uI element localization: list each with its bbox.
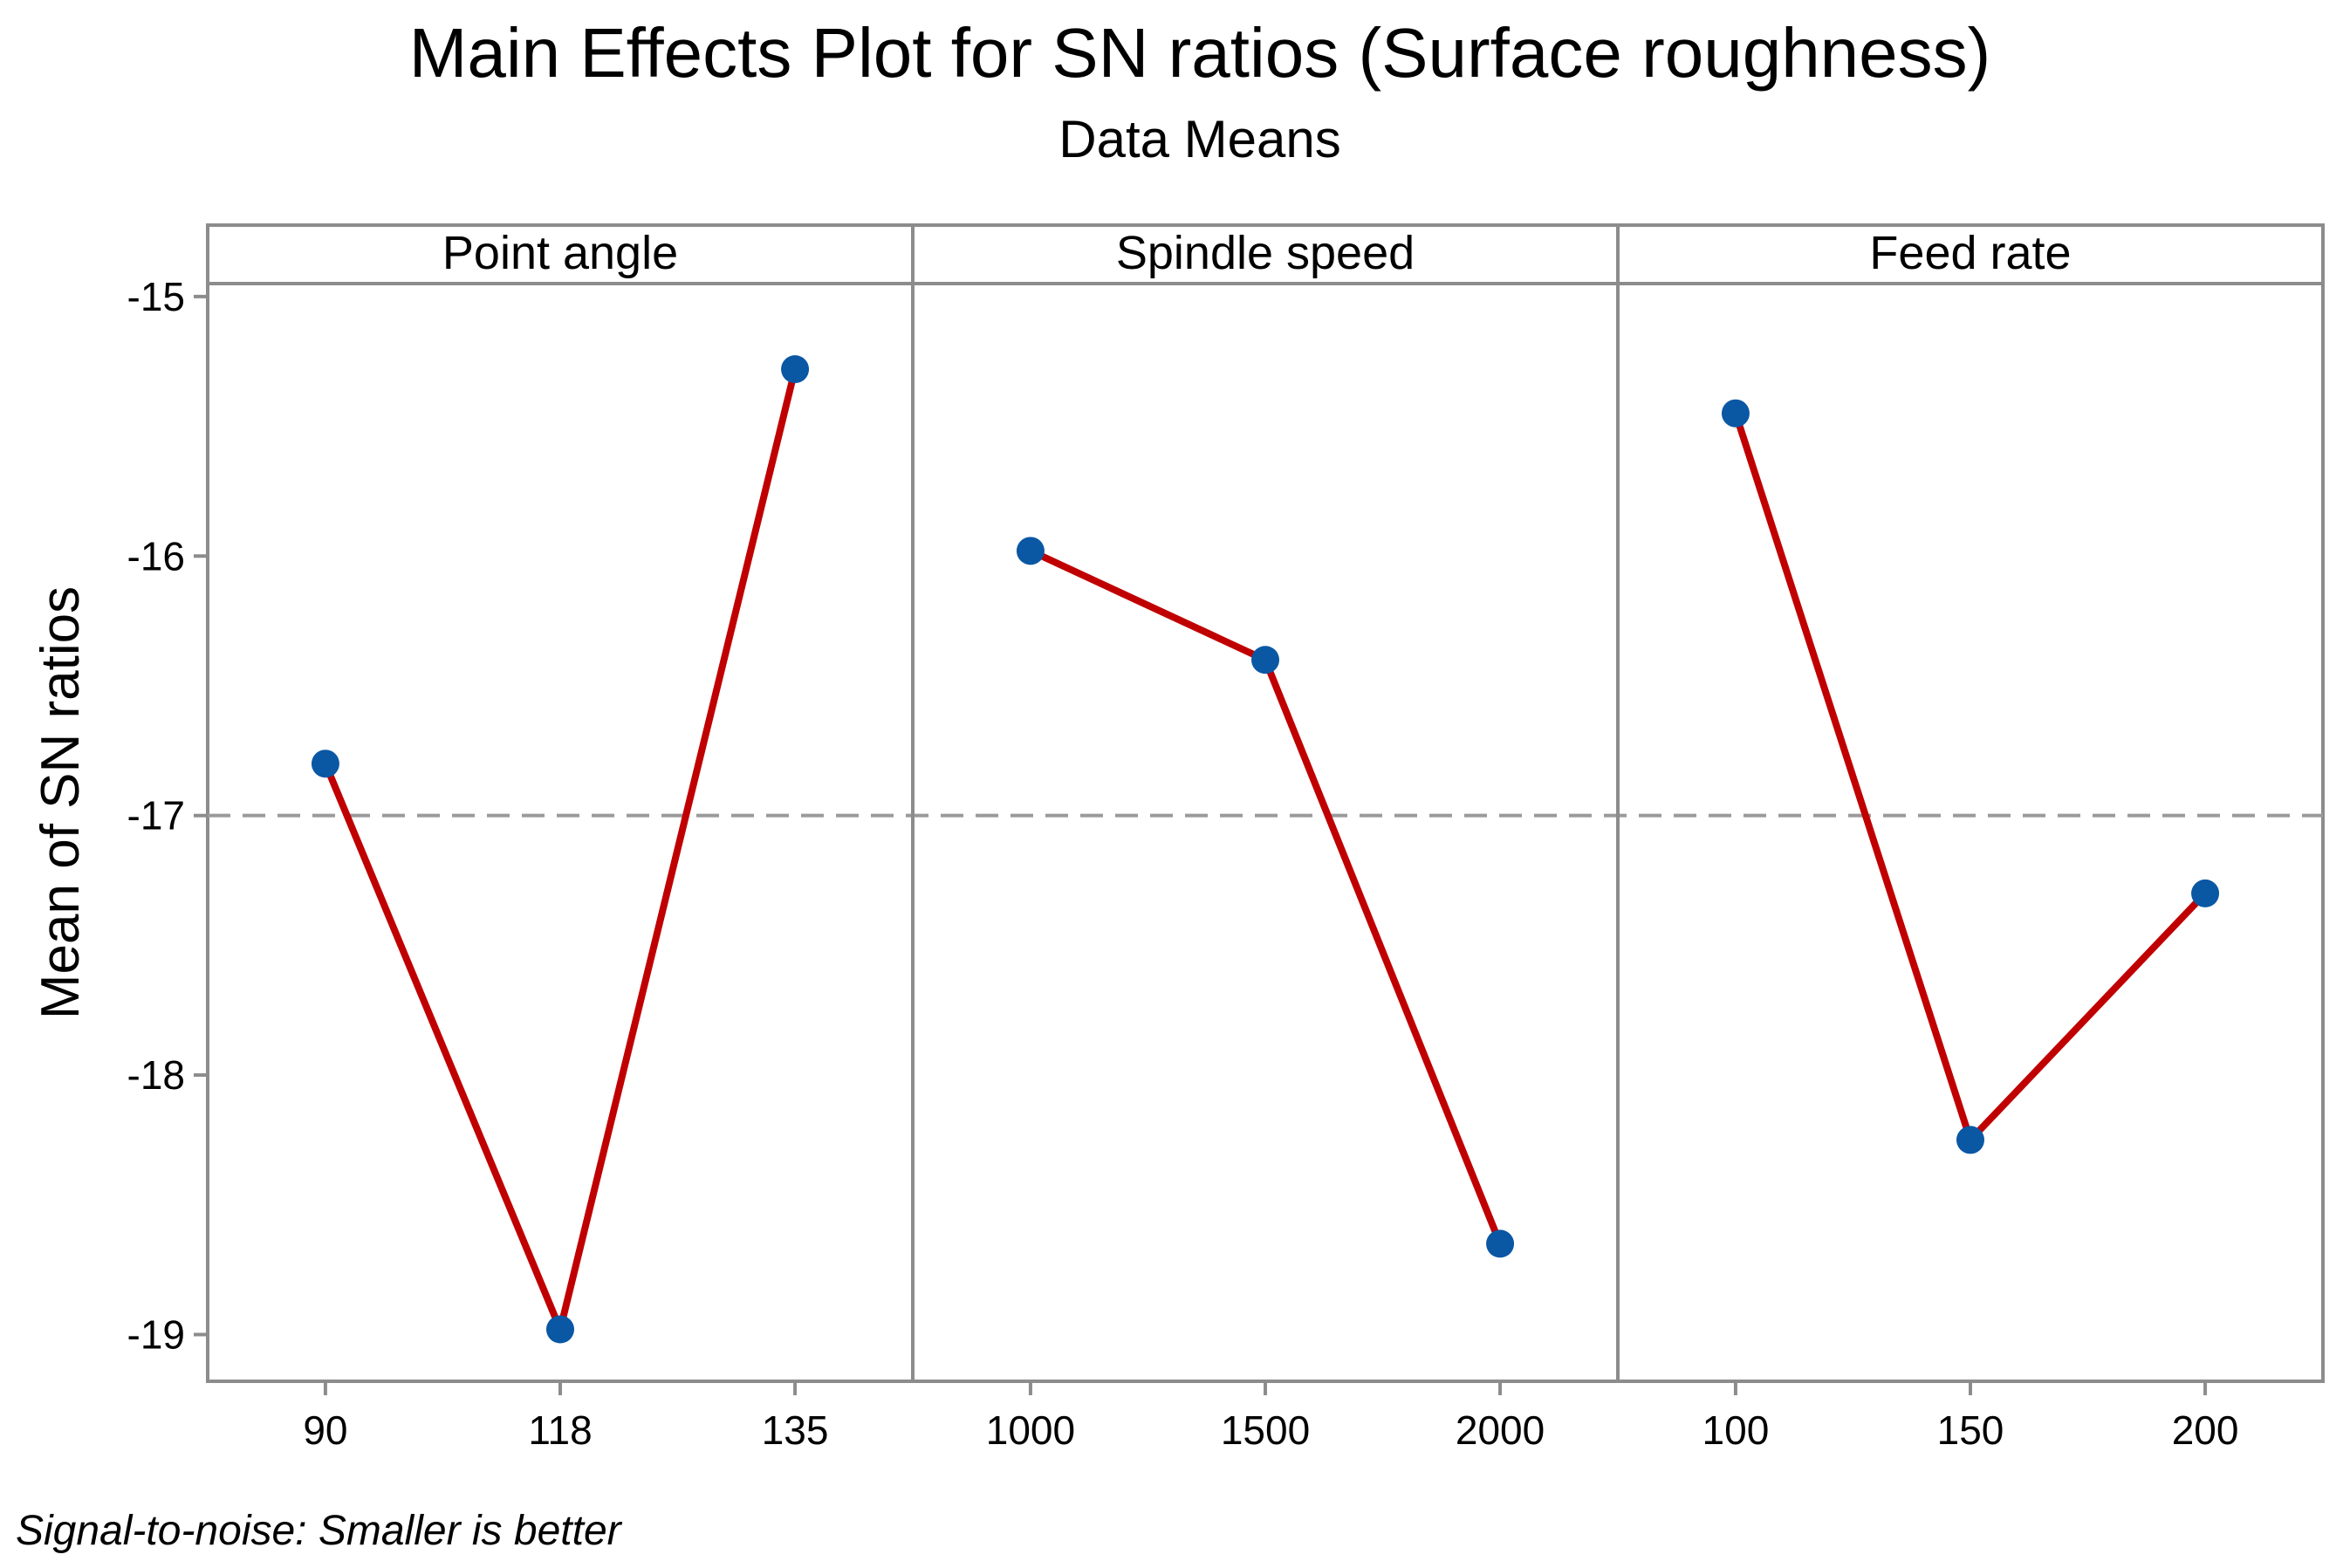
data-point <box>1486 1229 1515 1258</box>
x-tick-label: 90 <box>303 1407 347 1453</box>
data-point <box>546 1315 574 1344</box>
data-point <box>311 750 339 778</box>
chart-title: Main Effects Plot for SN ratios (Surface… <box>409 14 1991 92</box>
plot-frame <box>206 223 2325 1383</box>
x-tick-label: 1500 <box>1221 1407 1310 1453</box>
x-tick-label: 200 <box>2172 1407 2239 1453</box>
y-tick-label: -17 <box>127 793 185 839</box>
data-point <box>781 355 810 384</box>
y-axis-label: Mean of SN ratios <box>31 586 91 1019</box>
y-tick-label: -19 <box>127 1311 185 1357</box>
x-tick-label: 1000 <box>986 1407 1075 1453</box>
y-tick-label: -18 <box>127 1052 185 1098</box>
x-tick-label: 2000 <box>1456 1407 1545 1453</box>
y-tick-label: -16 <box>127 533 185 579</box>
series-line-segment <box>1967 889 2209 1144</box>
data-point <box>1251 646 1279 674</box>
data-point <box>1016 537 1045 565</box>
data-point <box>2191 879 2220 907</box>
series-line-segment <box>557 366 799 1333</box>
series-line-segment <box>1262 656 1504 1248</box>
series-line-segment <box>1026 547 1269 664</box>
y-tick-label: -15 <box>127 274 185 319</box>
x-tick-label: 118 <box>528 1407 592 1453</box>
footnote: Signal-to-noise: Smaller is better <box>16 1508 623 1554</box>
x-tick-label: 135 <box>762 1407 829 1453</box>
series-line-segment <box>1731 409 1974 1144</box>
x-tick-label: 150 <box>1937 1407 2004 1453</box>
x-tick-label: 100 <box>1702 1407 1770 1453</box>
panel-label: Spindle speed <box>1116 227 1415 279</box>
data-point <box>1956 1126 1984 1154</box>
chart-subtitle: Data Means <box>1058 110 1341 168</box>
series-line-segment <box>321 760 564 1333</box>
plot-area: -15 -16 -17 -18 -19 Point angle 90 118 135 Spindl… <box>127 223 2325 1453</box>
panel-label: Point angle <box>442 227 678 279</box>
data-point <box>1721 399 1750 428</box>
panel-label: Feed rate <box>1869 227 2071 279</box>
